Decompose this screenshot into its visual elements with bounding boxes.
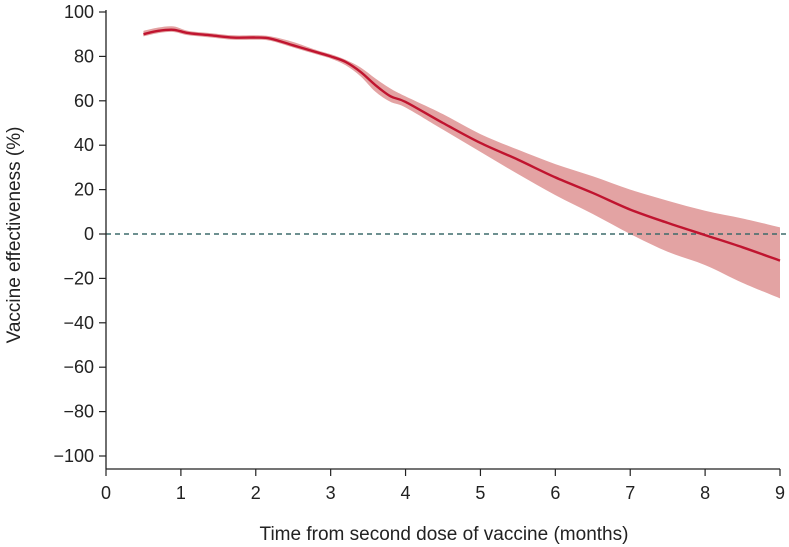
y-tick-label: 60 [74, 91, 94, 111]
y-tick-label: −60 [63, 357, 94, 377]
y-tick-label: −100 [53, 446, 94, 466]
confidence-band [143, 26, 780, 299]
x-tick-label: 9 [775, 483, 785, 503]
series-line [143, 28, 781, 262]
axes-layer [105, 10, 780, 470]
x-tick-label: 0 [101, 483, 111, 503]
y-tick-label: 100 [64, 2, 94, 22]
y-tick-label: −40 [63, 313, 94, 333]
y-tick-label: −20 [63, 268, 94, 288]
ticks-layer: 100 80 60 40 20 0 −20 −40 −60 −80 −100 0 1 2 3 4 5 6 7 8 9 [53, 2, 785, 503]
x-tick-label: 5 [475, 483, 485, 503]
y-axis-title: Vaccine effectiveness (%) [4, 127, 25, 344]
confidence-band-layer [143, 26, 780, 299]
series-line-layer [143, 28, 781, 262]
x-tick-label: 7 [625, 483, 635, 503]
y-tick-label: 40 [74, 135, 94, 155]
y-tick-label: 0 [84, 224, 94, 244]
x-tick-label: 2 [251, 483, 261, 503]
y-tick-label: −80 [63, 402, 94, 422]
x-tick-label: 8 [700, 483, 710, 503]
x-tick-label: 4 [401, 483, 411, 503]
x-axis-title: Time from second dose of vaccine (months… [260, 524, 629, 545]
y-tick-label: 20 [74, 180, 94, 200]
x-tick-label: 1 [176, 483, 186, 503]
y-tick-label: 80 [74, 46, 94, 66]
x-tick-label: 6 [550, 483, 560, 503]
x-tick-label: 3 [326, 483, 336, 503]
